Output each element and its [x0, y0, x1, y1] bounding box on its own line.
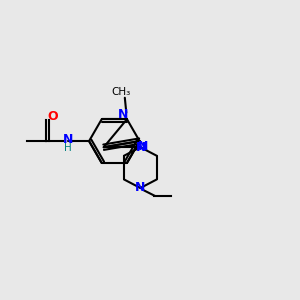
Text: N: N — [118, 108, 129, 121]
Text: N: N — [135, 182, 145, 194]
Text: N: N — [136, 141, 146, 154]
Text: H: H — [64, 142, 72, 153]
Text: N: N — [138, 140, 148, 153]
Text: O: O — [48, 110, 58, 123]
Text: CH₃: CH₃ — [112, 87, 131, 98]
Text: N: N — [63, 133, 74, 146]
